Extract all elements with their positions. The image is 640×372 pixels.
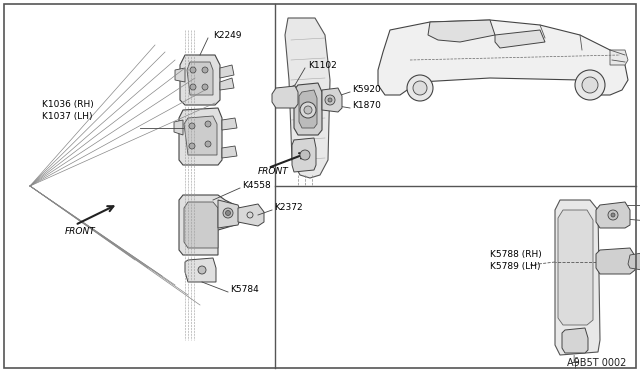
Polygon shape [222,146,237,158]
Polygon shape [184,202,218,248]
Text: K1870: K1870 [352,102,381,110]
Circle shape [611,213,615,217]
Polygon shape [285,18,330,178]
Text: K5789 (LH): K5789 (LH) [490,262,541,270]
Circle shape [225,211,230,215]
Polygon shape [179,108,222,165]
Text: K5784: K5784 [230,285,259,295]
Text: FRONT: FRONT [258,167,289,176]
Polygon shape [555,200,600,355]
Circle shape [304,106,312,114]
Polygon shape [299,90,317,128]
Text: K1102: K1102 [308,61,337,70]
Circle shape [300,102,316,118]
Text: K2249: K2249 [213,31,241,39]
Polygon shape [272,86,298,108]
Polygon shape [628,253,640,270]
Polygon shape [175,68,185,82]
Polygon shape [179,195,238,255]
Text: lc: lc [572,356,578,365]
Polygon shape [292,138,316,172]
Polygon shape [495,30,545,48]
Polygon shape [322,88,342,112]
Circle shape [189,123,195,129]
Polygon shape [596,248,635,274]
Circle shape [413,81,427,95]
Polygon shape [218,200,242,228]
Polygon shape [185,258,216,282]
Circle shape [190,84,196,90]
Polygon shape [180,55,220,105]
Polygon shape [596,202,630,228]
Polygon shape [220,65,234,78]
Polygon shape [222,118,237,130]
Text: K1037 (LH): K1037 (LH) [42,112,93,121]
Text: A9B5T 0002: A9B5T 0002 [566,358,626,368]
Circle shape [223,208,233,218]
Circle shape [205,141,211,147]
Circle shape [582,77,598,93]
Polygon shape [238,204,264,226]
Polygon shape [184,116,217,155]
Text: K5920: K5920 [352,86,381,94]
Text: FRONT: FRONT [65,228,96,237]
Polygon shape [428,20,495,42]
Text: K2372: K2372 [274,203,303,212]
Polygon shape [174,120,183,135]
Circle shape [608,210,618,220]
Circle shape [202,67,208,73]
Circle shape [198,266,206,274]
Circle shape [575,70,605,100]
Text: K1036 (RH): K1036 (RH) [42,100,93,109]
Circle shape [202,84,208,90]
Circle shape [328,98,332,102]
Polygon shape [562,328,588,353]
Text: K5788 (RH): K5788 (RH) [490,250,541,260]
Circle shape [205,121,211,127]
Polygon shape [610,50,628,65]
Polygon shape [558,210,593,325]
Polygon shape [187,62,213,95]
Text: K4558: K4558 [242,180,271,189]
Circle shape [300,150,310,160]
Circle shape [189,143,195,149]
Circle shape [407,75,433,101]
Circle shape [325,95,335,105]
Polygon shape [294,83,322,135]
Polygon shape [220,78,234,90]
Circle shape [190,67,196,73]
Polygon shape [378,20,628,95]
